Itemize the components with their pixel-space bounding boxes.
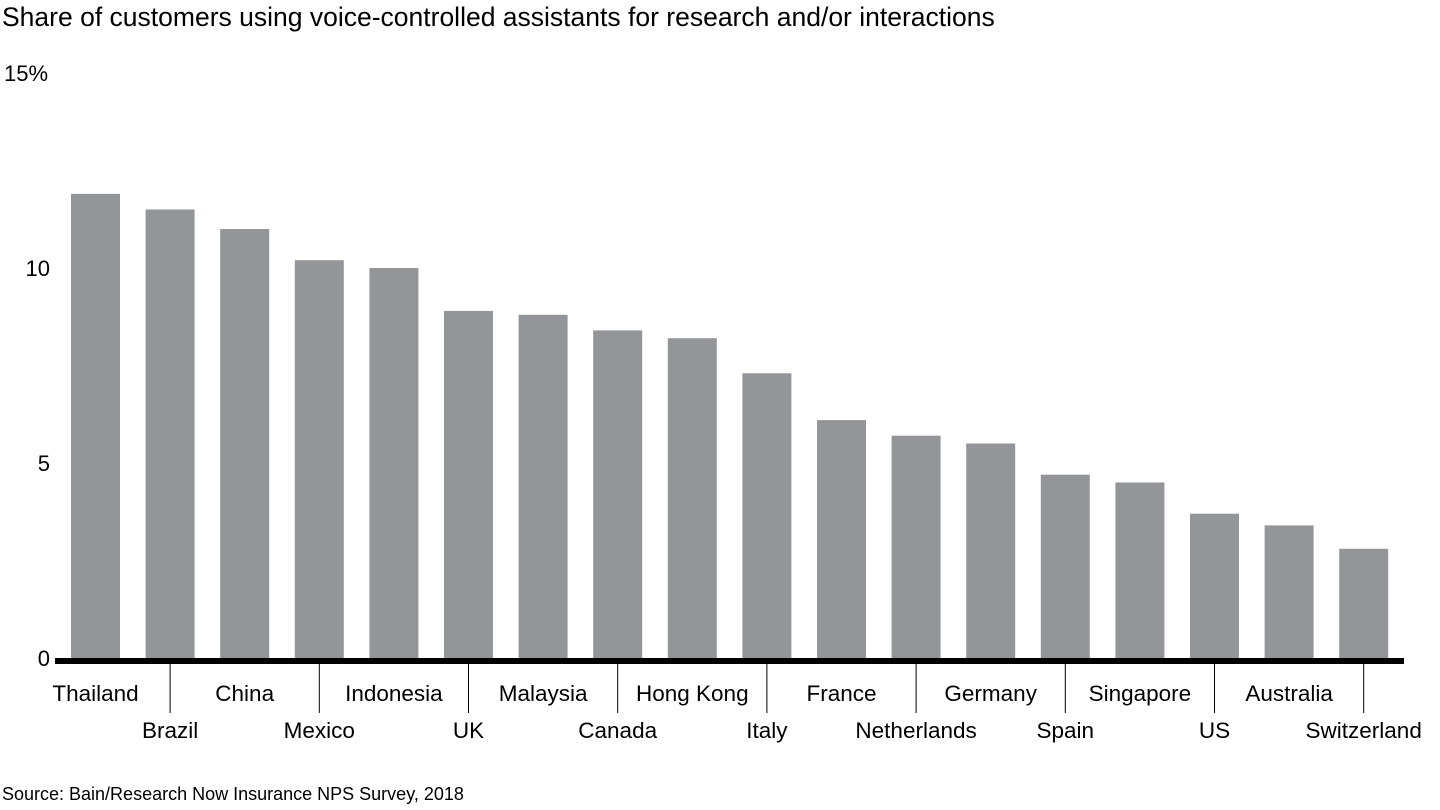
x-axis-line: [55, 658, 1404, 664]
bar-indonesia: [369, 268, 419, 658]
x-tick-label: Indonesia: [345, 681, 443, 706]
x-tick-label: Singapore: [1089, 681, 1192, 706]
y-tick-label: 10: [26, 256, 50, 281]
bar-canada: [593, 330, 643, 658]
bar-australia: [1264, 525, 1314, 658]
bar-hong-kong: [667, 338, 717, 658]
y-axis-ticks: 0 5 10 15%: [4, 61, 50, 671]
bar-us: [1190, 513, 1239, 658]
y-tick-label: 0: [38, 646, 50, 671]
bar-thailand: [71, 193, 120, 658]
x-tick-label: Netherlands: [855, 718, 976, 743]
x-tick-label: Canada: [578, 718, 657, 743]
x-tick-label: Brazil: [142, 718, 198, 743]
x-tick-label: Spain: [1037, 718, 1095, 743]
chart-title: Share of customers using voice-controlle…: [2, 2, 995, 32]
x-tick-label: Australia: [1245, 681, 1333, 706]
bar-germany: [966, 443, 1016, 658]
bar-mexico: [294, 260, 344, 658]
bar-china: [220, 229, 270, 658]
category-dividers: [169, 664, 1365, 713]
x-tick-label: Hong Kong: [636, 681, 749, 706]
bar-singapore: [1115, 482, 1165, 658]
x-tick-label: China: [215, 681, 274, 706]
bar-italy: [742, 373, 792, 658]
bar-brazil: [145, 209, 195, 658]
x-tick-label: France: [806, 681, 876, 706]
x-tick-label: UK: [453, 718, 484, 743]
bar-spain: [1040, 474, 1090, 658]
y-tick-label: 15%: [4, 61, 48, 86]
x-tick-label: Thailand: [52, 681, 138, 706]
bar-malaysia: [518, 314, 568, 658]
x-tick-label: Switzerland: [1306, 718, 1422, 743]
x-tick-label: US: [1199, 718, 1230, 743]
bar-uk: [444, 310, 493, 658]
source-note: Source: Bain/Research Now Insurance NPS …: [2, 784, 464, 804]
x-tick-label: Germany: [944, 681, 1037, 706]
x-tick-label: Mexico: [284, 718, 355, 743]
x-tick-label: Italy: [746, 718, 788, 743]
y-tick-label: 5: [38, 451, 50, 476]
x-tick-label: Malaysia: [499, 681, 588, 706]
bar-france: [817, 420, 866, 658]
bar-netherlands: [891, 435, 941, 658]
bar-switzerland: [1339, 548, 1389, 658]
bars: [71, 193, 1389, 658]
